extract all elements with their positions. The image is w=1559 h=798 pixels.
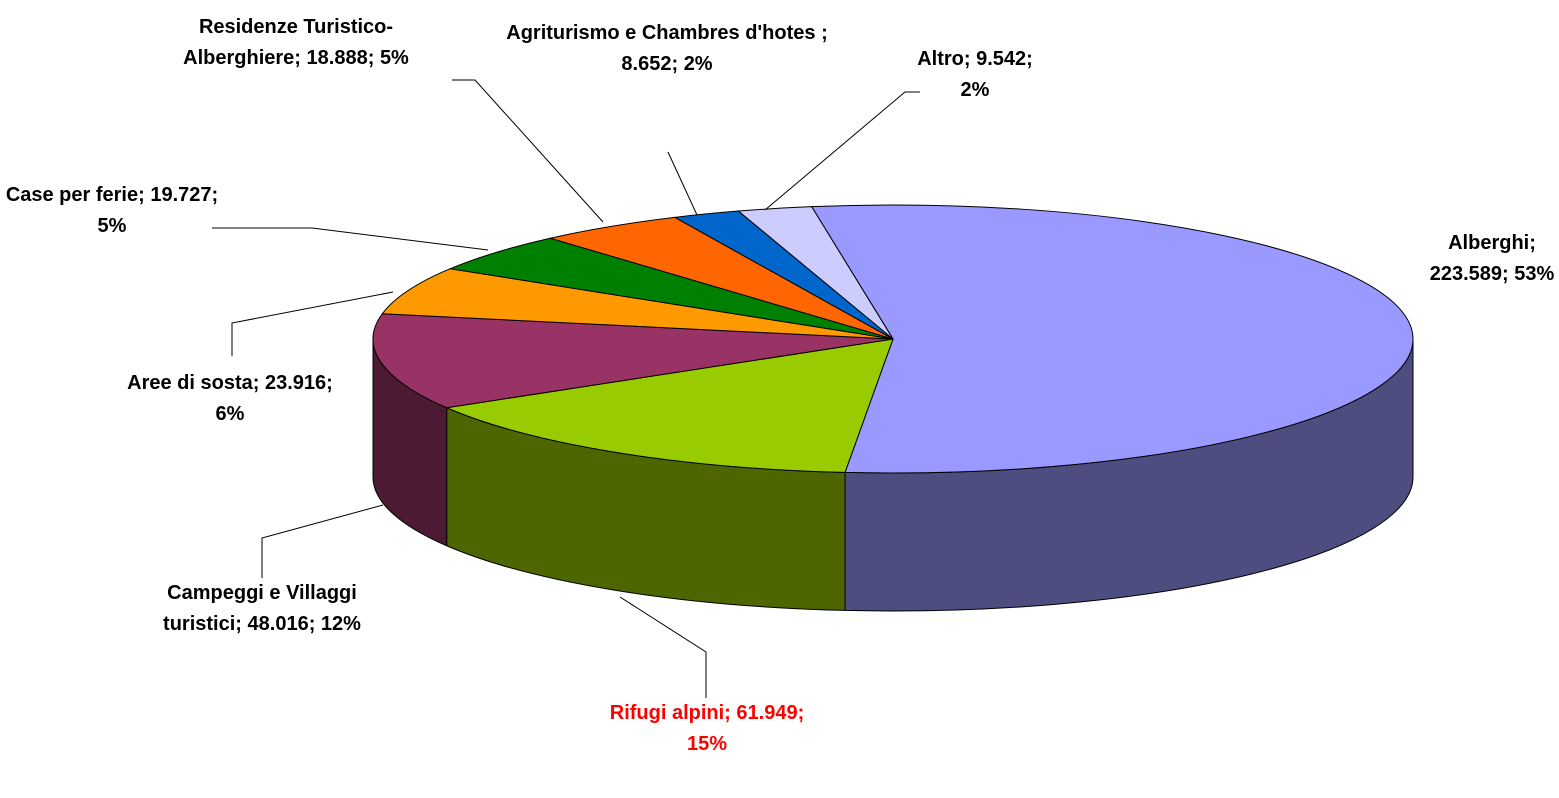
percent-label: 6%: [216, 403, 245, 425]
data-label: Altro; 9.542; 2%: [915, 44, 1035, 106]
data-label: Alberghi; 223.589; 53%: [1412, 228, 1559, 290]
category: Alberghi;: [1448, 232, 1536, 254]
leader-line: [262, 505, 383, 578]
leader-line: [620, 597, 706, 698]
category: Altro;: [917, 48, 970, 70]
percent-label: 53%: [1514, 263, 1554, 285]
data-label: Rifugi alpini; 61.949; 15%: [607, 698, 807, 760]
leader-line: [668, 152, 697, 215]
value-label: 18.888;: [307, 47, 375, 69]
value-label: 223.589;: [1430, 263, 1509, 285]
value-label: 23.916;: [265, 372, 333, 394]
pie-tops: [373, 205, 1413, 473]
chart: Alberghi; 223.589; 53% Rifugi alpini; 61.…: [0, 0, 1559, 798]
category: Aree di sosta;: [127, 372, 259, 394]
value-label: 61.949;: [736, 702, 804, 724]
data-label: Residenze Turistico-Alberghiere; 18.888;…: [146, 12, 446, 74]
category: Rifugi alpini;: [610, 702, 731, 724]
value-label: 8.652;: [621, 53, 678, 75]
category: Agriturismo e Chambres d'hotes ;: [506, 22, 827, 44]
data-label: Case per ferie; 19.727; 5%: [2, 180, 222, 242]
leader-line: [232, 292, 393, 356]
value-label: 19.727;: [150, 184, 218, 206]
data-label: Aree di sosta; 23.916; 6%: [120, 368, 340, 430]
percent-label: 5%: [380, 47, 409, 69]
leader-line: [765, 92, 920, 210]
leader-line: [452, 80, 603, 222]
percent-label: 12%: [321, 613, 361, 635]
percent-label: 2%: [961, 79, 990, 101]
percent-label: 2%: [684, 53, 713, 75]
value-label: 48.016;: [248, 613, 316, 635]
data-label: Agriturismo e Chambres d'hotes ; 8.652; …: [497, 18, 837, 80]
leader-line: [212, 228, 488, 250]
value-label: 9.542;: [976, 48, 1033, 70]
percent-label: 15%: [687, 733, 727, 755]
data-label: Campeggi e Villaggi turistici; 48.016; 1…: [147, 578, 377, 640]
category: Case per ferie;: [6, 184, 145, 206]
percent-label: 5%: [98, 215, 127, 237]
